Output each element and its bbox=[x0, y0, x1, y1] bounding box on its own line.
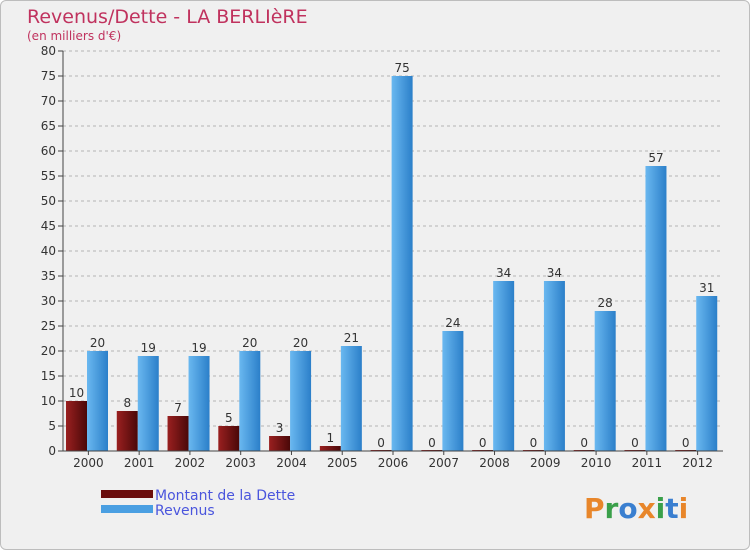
y-tick-label: 45 bbox=[41, 219, 56, 233]
bar-revenus-2012 bbox=[696, 296, 718, 451]
logo-letter: r bbox=[605, 492, 619, 525]
y-tick-label: 60 bbox=[41, 144, 56, 158]
value-label-debt: 10 bbox=[69, 386, 84, 400]
y-tick-label: 65 bbox=[41, 119, 56, 133]
bar-revenus-2000 bbox=[87, 351, 108, 451]
value-label-revenus: 28 bbox=[598, 296, 613, 310]
bar-revenus-2004 bbox=[290, 351, 312, 451]
y-axis: 0 5 10 15 20 25 30 35 40 45 50 55 60 65 70 75 80 bbox=[41, 44, 64, 458]
bar-revenus-2003 bbox=[239, 351, 261, 451]
y-tick-label: 50 bbox=[41, 194, 56, 208]
logo-letter: P bbox=[584, 492, 605, 525]
bar-debt-2005 bbox=[319, 446, 341, 451]
bar-revenus-2001 bbox=[137, 356, 159, 451]
x-tick-label: 2008 bbox=[479, 456, 510, 470]
legend: Montant de la Dette Revenus bbox=[101, 488, 295, 519]
x-tick-label: 2005 bbox=[327, 456, 358, 470]
bar-revenus-2009 bbox=[543, 281, 565, 451]
y-tick-label: 80 bbox=[41, 44, 56, 58]
value-label-debt: 0 bbox=[580, 436, 588, 450]
x-axis: 2000 2001 2002 2003 2004 2005 2006 2007 2008 2009… bbox=[63, 450, 723, 470]
bars: 10 20 8 19 7 19 5 20 3 20 1 21 0 75 0 24 0 34 0 34 0 28 0 57 0 31 bbox=[66, 61, 718, 451]
logo-letter: o bbox=[618, 492, 637, 525]
y-tick-label: 35 bbox=[41, 269, 56, 283]
y-tick-label: 15 bbox=[41, 369, 56, 383]
value-label-revenus: 20 bbox=[90, 336, 105, 350]
value-label-debt: 0 bbox=[479, 436, 487, 450]
y-tick-label: 5 bbox=[48, 419, 56, 433]
bar-revenus-2006 bbox=[391, 76, 413, 451]
proxiti-logo: Proxiti bbox=[584, 492, 688, 525]
bar-debt-2003 bbox=[218, 426, 240, 451]
value-label-revenus: 75 bbox=[394, 61, 409, 75]
y-tick-label: 40 bbox=[41, 244, 56, 258]
value-label-debt: 1 bbox=[327, 431, 335, 445]
x-tick-label: 2012 bbox=[682, 456, 713, 470]
x-tick-label: 2010 bbox=[581, 456, 612, 470]
x-tick-label: 2001 bbox=[124, 456, 155, 470]
value-label-debt: 8 bbox=[123, 396, 131, 410]
x-tick-label: 2000 bbox=[73, 456, 104, 470]
y-tick-label: 20 bbox=[41, 344, 56, 358]
x-tick-label: 2004 bbox=[276, 456, 307, 470]
value-label-revenus: 57 bbox=[648, 151, 663, 165]
value-label-debt: 0 bbox=[428, 436, 436, 450]
value-label-revenus: 19 bbox=[191, 341, 206, 355]
bar-revenus-2005 bbox=[340, 346, 362, 451]
value-label-debt: 5 bbox=[225, 411, 233, 425]
value-label-revenus: 20 bbox=[293, 336, 308, 350]
x-tick-label: 2002 bbox=[175, 456, 206, 470]
logo-letter: i bbox=[656, 492, 666, 525]
value-label-debt: 0 bbox=[377, 436, 385, 450]
legend-swatch-debt bbox=[101, 490, 153, 498]
chart-title: Revenus/Dette - LA BERLIèRE bbox=[27, 6, 308, 28]
value-label-revenus: 21 bbox=[344, 331, 359, 345]
bar-revenus-2008 bbox=[493, 281, 515, 451]
value-label-debt: 0 bbox=[530, 436, 538, 450]
value-label-revenus: 19 bbox=[141, 341, 156, 355]
logo-letter: t bbox=[665, 492, 678, 525]
y-tick-label: 30 bbox=[41, 294, 56, 308]
x-tick-label: 2007 bbox=[428, 456, 459, 470]
bar-revenus-2007 bbox=[442, 331, 464, 451]
value-label-debt: 7 bbox=[174, 401, 182, 415]
bar-debt-2001 bbox=[116, 411, 138, 451]
bar-debt-2000 bbox=[66, 401, 87, 451]
value-label-revenus: 31 bbox=[699, 281, 714, 295]
x-tick-label: 2003 bbox=[225, 456, 256, 470]
y-tick-label: 75 bbox=[41, 69, 56, 83]
logo-letter: i bbox=[679, 492, 689, 525]
value-label-revenus: 20 bbox=[242, 336, 257, 350]
value-label-revenus: 34 bbox=[496, 266, 511, 280]
logo-letter: x bbox=[638, 492, 656, 525]
legend-swatch-revenus bbox=[101, 505, 153, 513]
y-tick-label: 70 bbox=[41, 94, 56, 108]
x-tick-label: 2011 bbox=[632, 456, 663, 470]
y-tick-label: 55 bbox=[41, 169, 56, 183]
legend-label-revenus: Revenus bbox=[155, 503, 215, 519]
y-tick-label: 25 bbox=[41, 319, 56, 333]
y-tick-label: 0 bbox=[48, 444, 56, 458]
legend-label-debt: Montant de la Dette bbox=[155, 488, 295, 504]
value-label-debt: 0 bbox=[682, 436, 690, 450]
value-label-revenus: 24 bbox=[445, 316, 460, 330]
bar-revenus-2010 bbox=[594, 311, 616, 451]
value-label-debt: 3 bbox=[276, 421, 284, 435]
y-tick-label: 10 bbox=[41, 394, 56, 408]
chart-subtitle: (en milliers d'€) bbox=[27, 29, 121, 43]
value-label-revenus: 34 bbox=[547, 266, 562, 280]
x-tick-label: 2009 bbox=[530, 456, 561, 470]
x-tick-label: 2006 bbox=[378, 456, 409, 470]
bar-debt-2004 bbox=[269, 436, 291, 451]
proxiti-logo-text: Proxiti bbox=[584, 492, 688, 525]
bar-debt-2002 bbox=[167, 416, 189, 451]
value-label-debt: 0 bbox=[631, 436, 639, 450]
bar-revenus-2002 bbox=[188, 356, 210, 451]
bar-revenus-2011 bbox=[645, 166, 667, 451]
